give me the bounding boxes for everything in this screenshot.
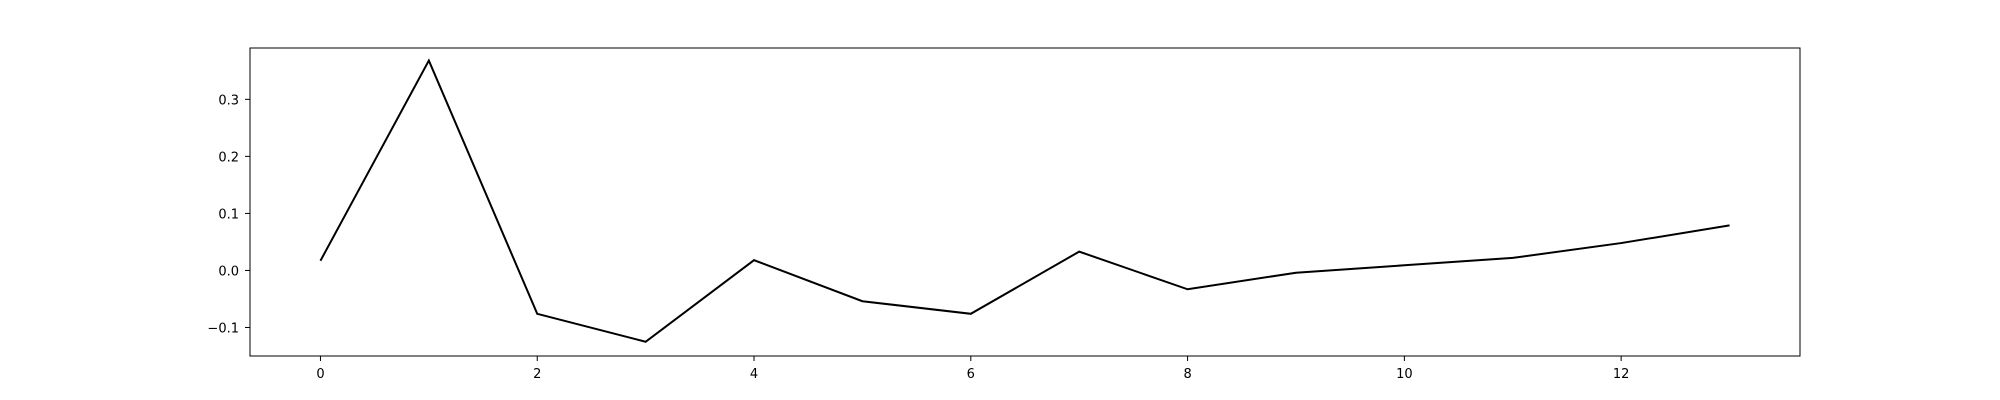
- x-tick-label: 6: [967, 367, 975, 382]
- x-tick-label: 2: [533, 367, 541, 382]
- plot-area-frame: [249, 47, 1801, 357]
- y-tick-label: −0.1: [207, 321, 239, 336]
- series-line: [319, 58, 1730, 343]
- y-tick-label: 0.2: [218, 150, 239, 165]
- y-tick-label: 0.3: [218, 93, 239, 108]
- x-tick-label: 0: [316, 367, 324, 382]
- y-axis: −0.1 0.0 0.1 0.2 0.3: [207, 93, 250, 336]
- x-axis: 0 2 4 6 8 10 12: [316, 356, 1629, 382]
- y-tick-label: 0.1: [218, 207, 239, 222]
- x-tick-label: 10: [1396, 367, 1413, 382]
- x-tick-label: 8: [1183, 367, 1191, 382]
- x-tick-label: 12: [1613, 367, 1630, 382]
- y-tick-label: 0.0: [218, 264, 239, 279]
- series-layer: [319, 58, 1730, 343]
- x-tick-label: 4: [750, 367, 758, 382]
